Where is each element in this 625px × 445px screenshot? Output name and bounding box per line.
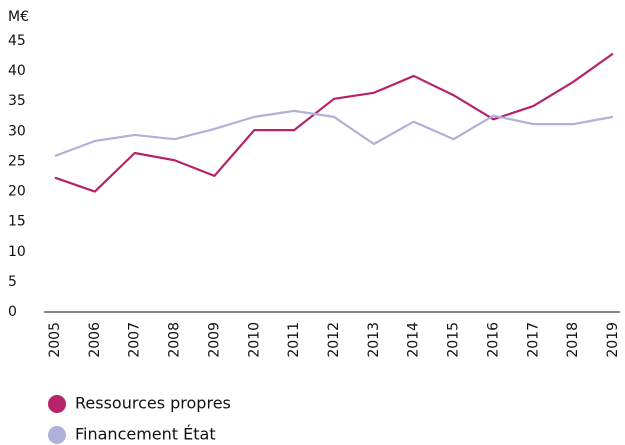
series-line bbox=[54, 52, 614, 193]
x-tick-label: 2009 bbox=[206, 322, 222, 358]
x-tick-label: 2015 bbox=[446, 322, 462, 358]
y-tick-label: 15 bbox=[8, 214, 26, 230]
y-tick-label: 30 bbox=[8, 123, 26, 139]
legend-swatch bbox=[48, 426, 66, 444]
y-tick-label: 40 bbox=[8, 63, 26, 79]
x-tick-label: 2018 bbox=[565, 322, 581, 358]
y-tick-label: 5 bbox=[8, 274, 17, 290]
x-tick-label: 2008 bbox=[167, 322, 183, 358]
x-tick-label: 2014 bbox=[406, 322, 422, 358]
legend-label: Ressources propres bbox=[75, 394, 231, 413]
x-tick-label: 2016 bbox=[485, 322, 501, 358]
y-tick-label: 25 bbox=[8, 153, 26, 169]
legend-swatch bbox=[48, 395, 66, 413]
x-tick-label: 2005 bbox=[47, 322, 63, 358]
x-tick-label: 2013 bbox=[366, 322, 382, 358]
y-tick-label: 20 bbox=[8, 184, 26, 200]
x-tick-label: 2011 bbox=[286, 322, 302, 358]
x-tick-label: 2007 bbox=[127, 322, 143, 358]
y-tick-label: 0 bbox=[8, 304, 17, 320]
x-tick-label: 2006 bbox=[87, 322, 103, 358]
x-tick-label: 2010 bbox=[246, 322, 262, 358]
series-line bbox=[54, 109, 614, 158]
y-tick-label: 35 bbox=[8, 93, 26, 109]
x-tick-label: 2019 bbox=[605, 322, 621, 358]
legend-label: Financement État bbox=[75, 425, 216, 444]
x-tick-label: 2017 bbox=[525, 322, 541, 358]
y-tick-label: 10 bbox=[8, 244, 26, 260]
y-tick-label: 45 bbox=[8, 33, 26, 49]
x-tick-label: 2012 bbox=[326, 322, 342, 358]
y-axis-unit: M€ bbox=[8, 9, 29, 25]
